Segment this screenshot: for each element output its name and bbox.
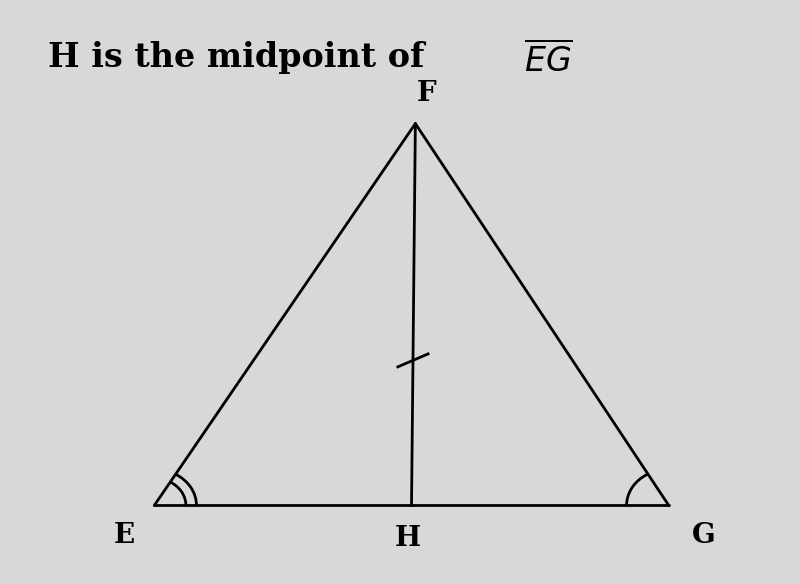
Text: $\overline{EG}$: $\overline{EG}$ <box>524 41 573 78</box>
Text: F: F <box>417 80 437 107</box>
Text: H is the midpoint of: H is the midpoint of <box>48 41 436 74</box>
Text: G: G <box>692 522 715 549</box>
Text: E: E <box>114 522 135 549</box>
Text: H: H <box>394 525 421 552</box>
